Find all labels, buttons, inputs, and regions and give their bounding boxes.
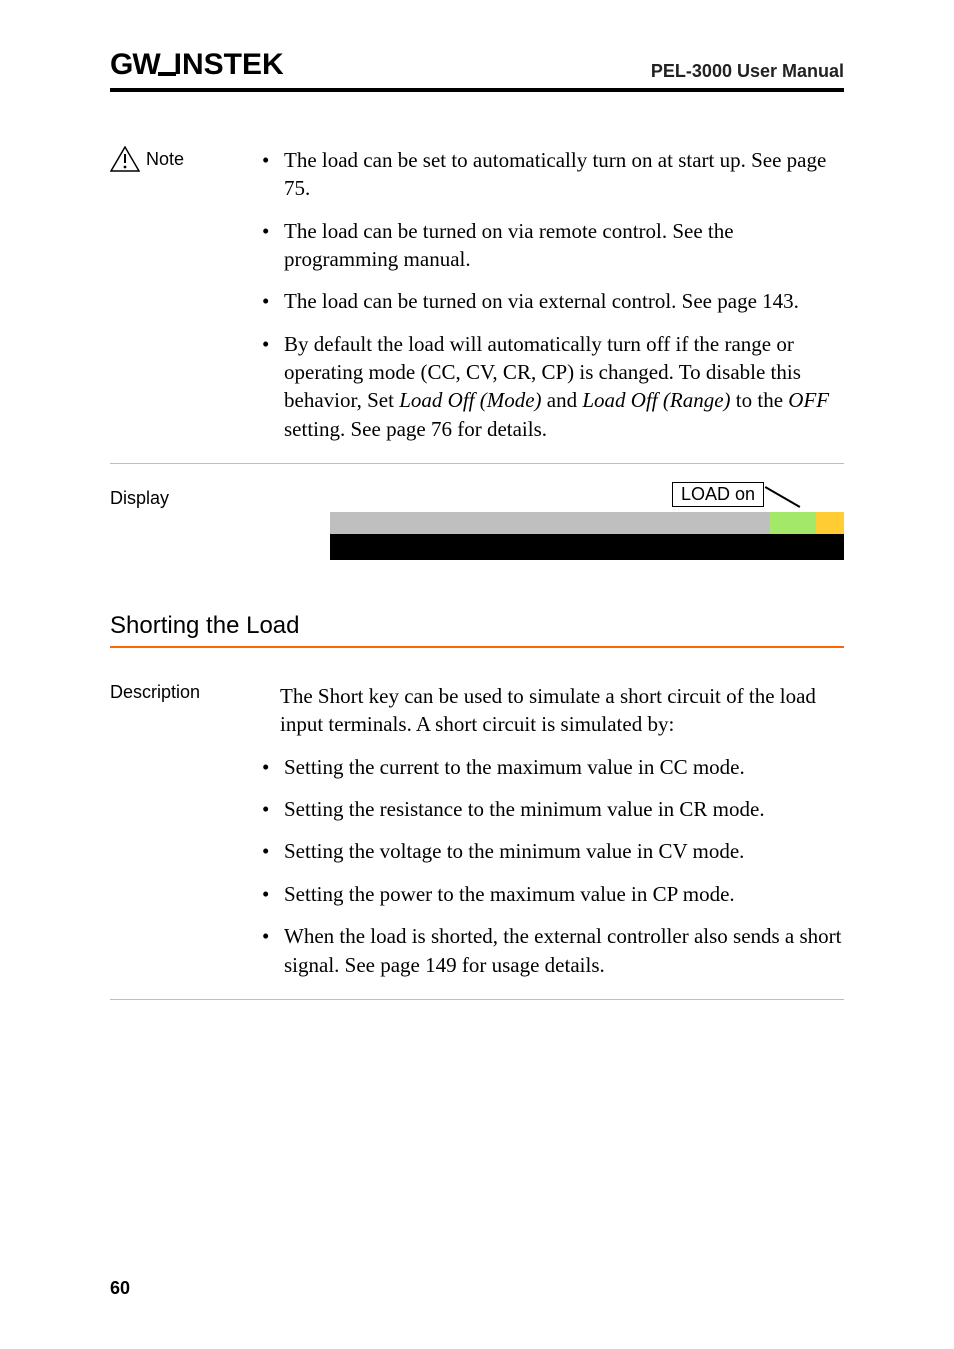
page-number: 60 [110, 1278, 130, 1299]
note-block: Note The load can be set to automaticall… [110, 146, 844, 457]
thin-rule [110, 463, 844, 464]
description-label: Description [110, 682, 262, 703]
display-block: Display LOAD on [110, 488, 844, 566]
description-block: Description The Short key can be used to… [110, 682, 844, 993]
display-graphic: LOAD on [262, 488, 844, 566]
desc-bullet: Setting the current to the maximum value… [262, 753, 844, 781]
note-label-col: Note [110, 146, 262, 172]
bullet-text: Setting the power to the maximum value i… [284, 882, 735, 906]
brand-logo: GW INSTEK [110, 48, 284, 82]
bullet-text: Setting the current to the maximum value… [284, 755, 745, 779]
bullet-mid2: to the [731, 388, 789, 412]
warning-triangle-icon [110, 146, 140, 172]
bullet-text: Setting the voltage to the minimum value… [284, 839, 744, 863]
bullet-text: When the load is shorted, the external c… [284, 924, 842, 976]
display-orange-segment [816, 512, 844, 534]
display-green-segment [770, 512, 816, 534]
description-para: The Short key can be used to simulate a … [280, 682, 844, 739]
thin-rule [110, 999, 844, 1000]
display-greybar [330, 512, 844, 534]
bullet-italic: OFF [788, 388, 829, 412]
header: GW INSTEK PEL-3000 User Manual [110, 48, 844, 82]
desc-bullet: Setting the resistance to the minimum va… [262, 795, 844, 823]
note-content: The load can be set to automatically tur… [262, 146, 844, 457]
desc-bullet: When the load is shorted, the external c… [262, 922, 844, 979]
doc-title: PEL-3000 User Manual [651, 61, 844, 82]
bullet-mid: and [542, 388, 583, 412]
note-label: Note [146, 149, 184, 170]
brand-gw: GW [110, 48, 160, 82]
note-bullet: The load can be turned on via external c… [262, 287, 844, 315]
note-bullet: The load can be turned on via remote con… [262, 217, 844, 274]
display-label: Display [110, 488, 262, 509]
bullet-italic: Load Off (Mode) [399, 388, 541, 412]
note-bullet: The load can be set to automatically tur… [262, 146, 844, 203]
section-heading: Shorting the Load [110, 612, 844, 640]
brand-link-icon [158, 54, 176, 76]
brand-instek: INSTEK [174, 48, 284, 82]
bullet-text: The load can be set to automatically tur… [284, 148, 826, 200]
bullet-post: setting. See page 76 for details. [284, 417, 547, 441]
note-bullet: By default the load will automatically t… [262, 330, 844, 443]
orange-rule [110, 646, 844, 648]
callout-leader-line [765, 486, 800, 507]
note-bullets: The load can be set to automatically tur… [262, 146, 844, 443]
bullet-text: The load can be turned on via remote con… [284, 219, 734, 271]
header-rule [110, 88, 844, 92]
desc-bullet: Setting the power to the maximum value i… [262, 880, 844, 908]
description-bullets: Setting the current to the maximum value… [262, 753, 844, 979]
bullet-italic: Load Off (Range) [582, 388, 730, 412]
desc-bullet: Setting the voltage to the minimum value… [262, 837, 844, 865]
display-black-bar [330, 534, 844, 560]
load-on-callout: LOAD on [672, 482, 764, 507]
bullet-text: The load can be turned on via external c… [284, 289, 799, 313]
description-content: The Short key can be used to simulate a … [262, 682, 844, 993]
bullet-text: Setting the resistance to the minimum va… [284, 797, 765, 821]
